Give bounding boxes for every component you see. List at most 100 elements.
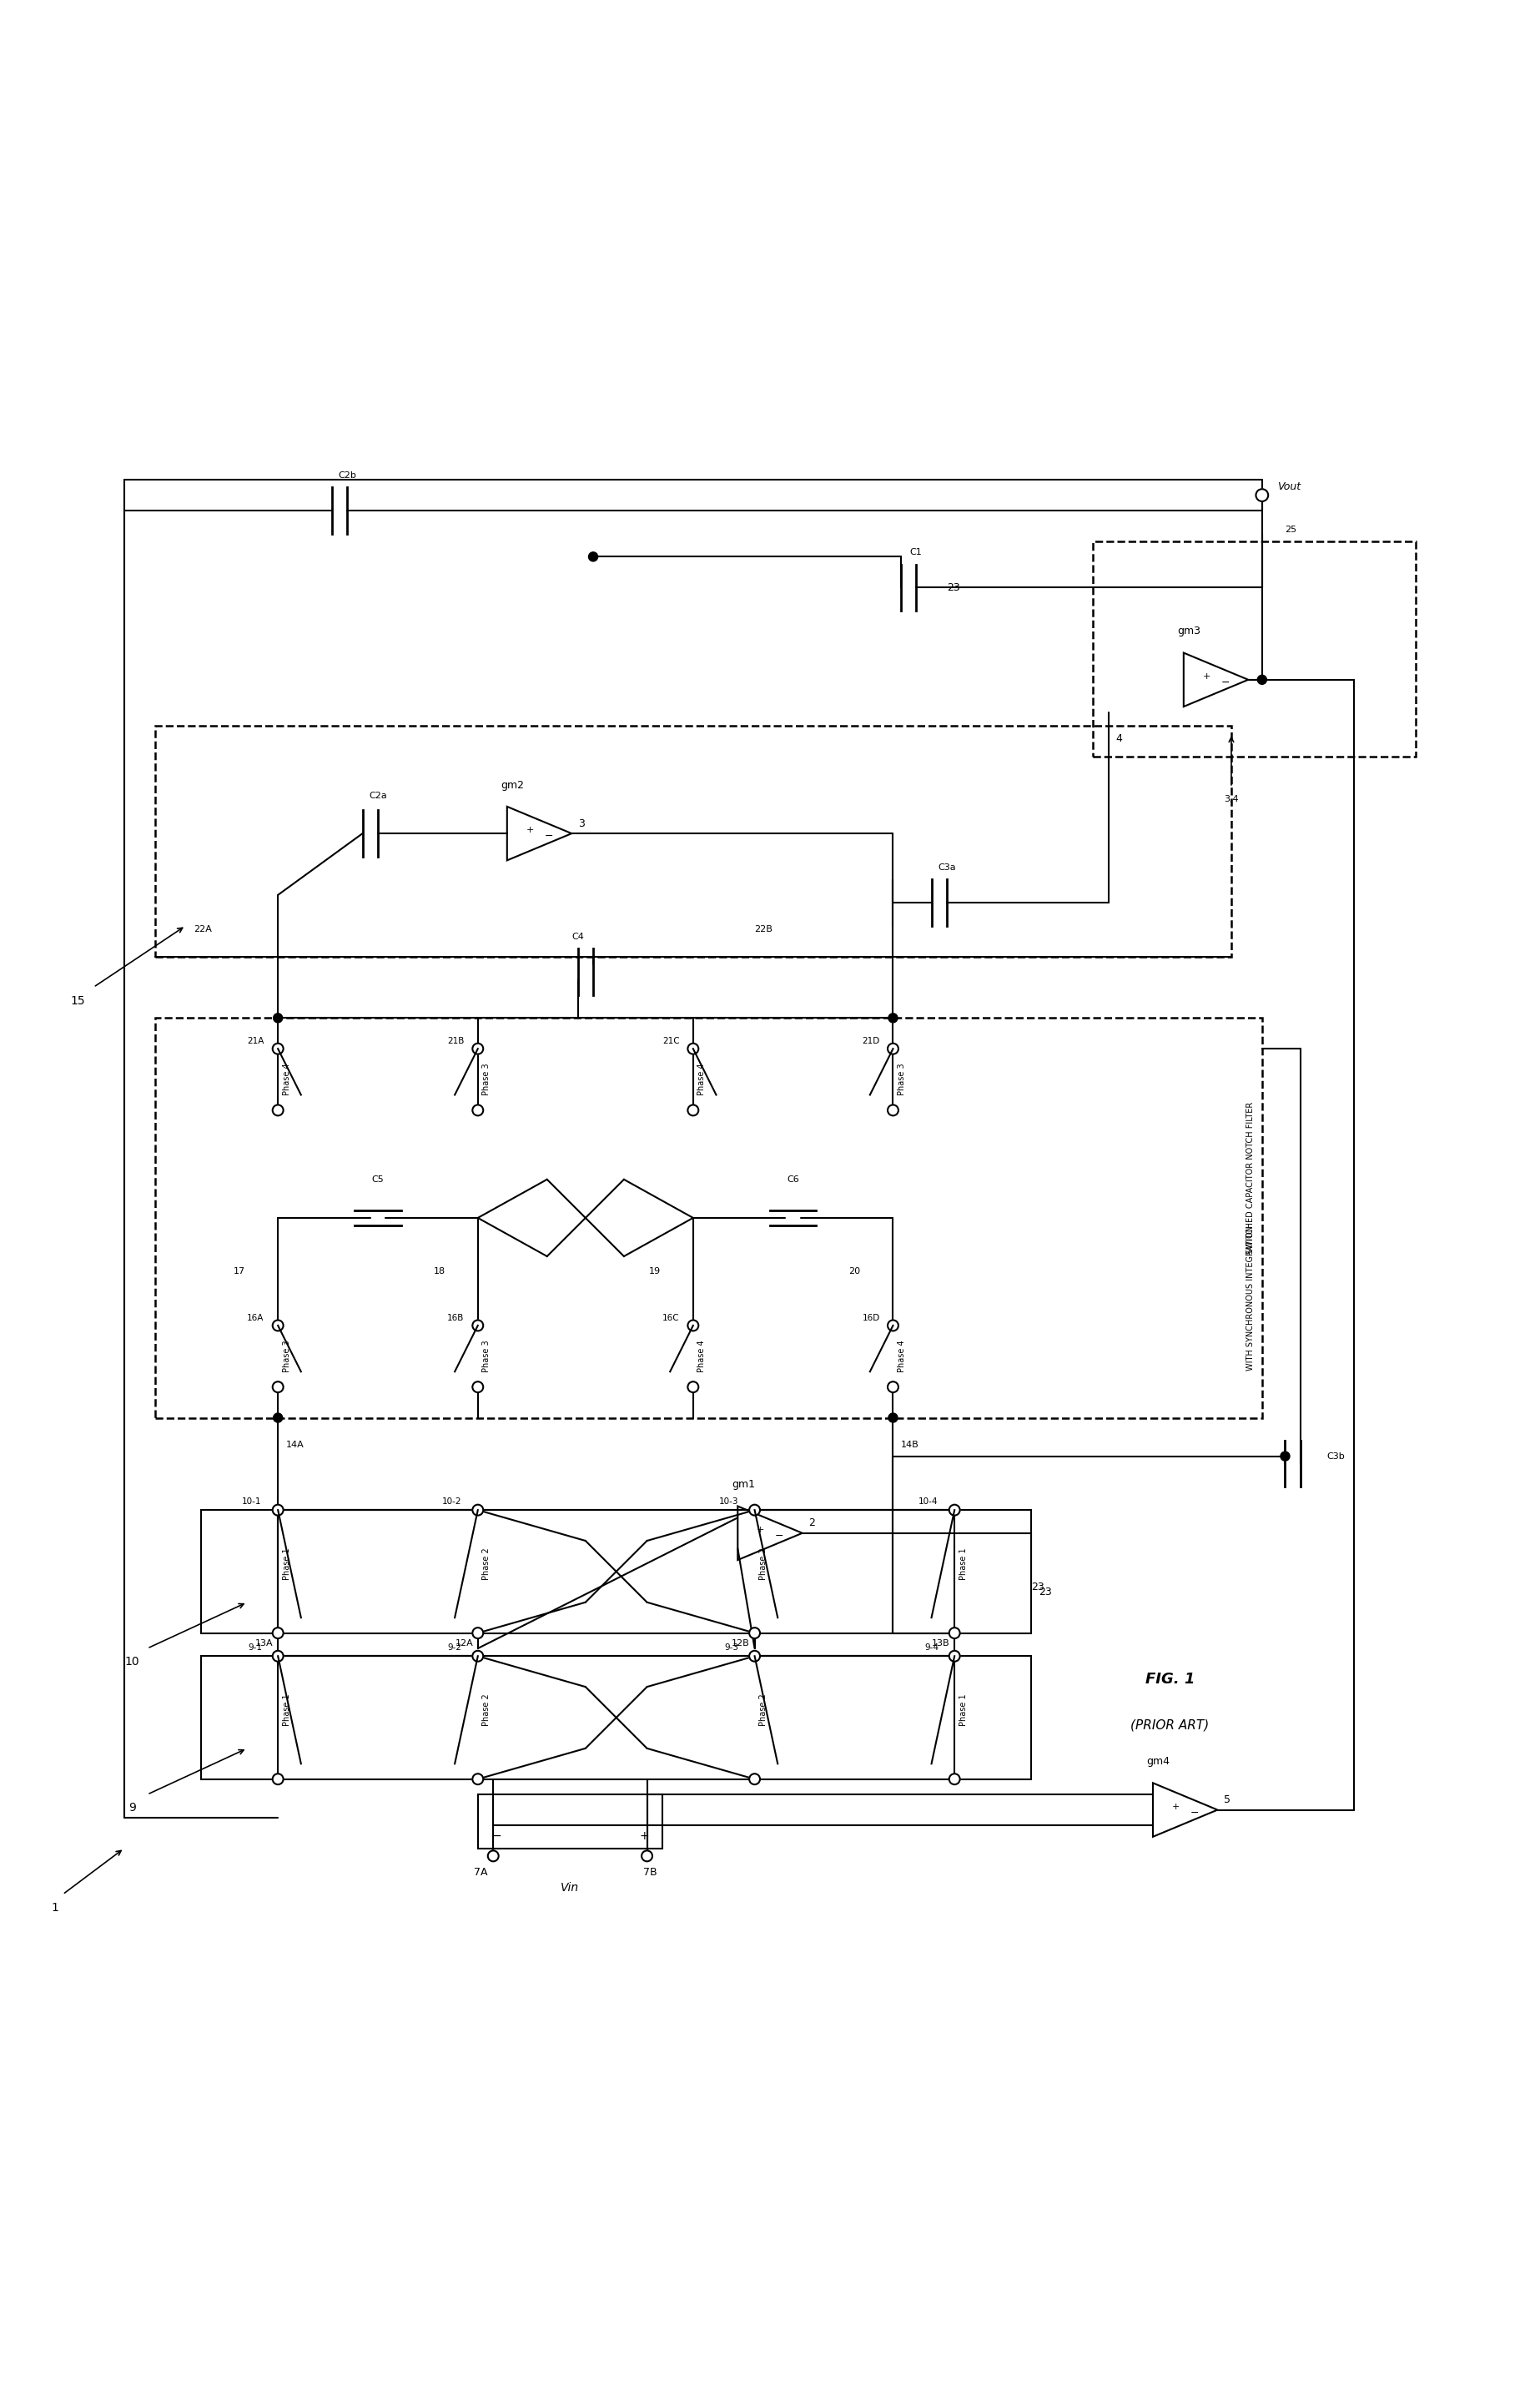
Text: +: + — [1203, 673, 1210, 681]
Circle shape — [473, 1044, 484, 1053]
Text: FIG. 1: FIG. 1 — [1146, 1671, 1195, 1686]
Circle shape — [273, 1775, 283, 1785]
Text: Phase 1: Phase 1 — [282, 1693, 291, 1727]
Text: 10-4: 10-4 — [918, 1496, 938, 1506]
Text: −: − — [491, 1830, 501, 1842]
Bar — [1093, 541, 1415, 758]
Text: gm1: gm1 — [732, 1479, 755, 1491]
Text: Phase 1: Phase 1 — [959, 1549, 967, 1580]
Circle shape — [273, 1650, 283, 1662]
Text: Phase 1: Phase 1 — [282, 1549, 291, 1580]
Circle shape — [473, 1775, 484, 1785]
Text: (PRIOR ART): (PRIOR ART) — [1130, 1720, 1209, 1732]
Text: WITH SYNCHRONOUS INTEGRATION: WITH SYNCHRONOUS INTEGRATION — [1246, 1224, 1255, 1371]
Circle shape — [750, 1775, 761, 1785]
Text: Phase 1: Phase 1 — [959, 1693, 967, 1727]
Text: Phase 3: Phase 3 — [898, 1063, 906, 1097]
Circle shape — [273, 1506, 283, 1515]
Text: 1: 1 — [51, 1902, 59, 1914]
Text: Phase 4: Phase 4 — [698, 1340, 705, 1373]
Text: 17: 17 — [234, 1267, 245, 1277]
Text: 10-1: 10-1 — [242, 1496, 262, 1506]
Text: gm2: gm2 — [501, 779, 524, 791]
Text: 16A: 16A — [248, 1313, 265, 1323]
Text: +: + — [756, 1525, 765, 1534]
Text: 12B: 12B — [732, 1640, 750, 1647]
Text: C4: C4 — [571, 933, 584, 940]
Circle shape — [473, 1506, 484, 1515]
Text: Phase 3: Phase 3 — [482, 1340, 491, 1373]
Circle shape — [273, 1380, 283, 1392]
Text: C2b: C2b — [337, 471, 356, 481]
Circle shape — [949, 1775, 959, 1785]
Text: 10-2: 10-2 — [442, 1496, 462, 1506]
Text: Phase 4: Phase 4 — [282, 1063, 291, 1097]
Text: 13A: 13A — [256, 1640, 273, 1647]
Text: Vout: Vout — [1278, 481, 1301, 493]
Circle shape — [887, 1320, 898, 1330]
Bar — [477, 1794, 662, 1849]
Text: C3b: C3b — [1326, 1453, 1344, 1460]
Circle shape — [688, 1380, 699, 1392]
Bar — [156, 726, 1232, 957]
Circle shape — [889, 1414, 898, 1421]
Circle shape — [273, 1628, 283, 1638]
Circle shape — [473, 1104, 484, 1116]
Text: 14B: 14B — [901, 1441, 919, 1450]
Text: gm4: gm4 — [1147, 1756, 1170, 1768]
Circle shape — [273, 1320, 283, 1330]
Text: 14A: 14A — [285, 1441, 303, 1450]
Circle shape — [949, 1628, 959, 1638]
Text: 23: 23 — [1040, 1587, 1052, 1597]
Circle shape — [889, 1013, 898, 1022]
Bar — [202, 1657, 1032, 1780]
Text: 13B: 13B — [932, 1640, 950, 1647]
Text: C3a: C3a — [938, 863, 956, 873]
Text: +: + — [1172, 1804, 1180, 1811]
Circle shape — [273, 1104, 283, 1116]
Text: 21A: 21A — [248, 1037, 265, 1046]
Text: Phase 4: Phase 4 — [698, 1063, 705, 1097]
Text: 3,4: 3,4 — [1224, 796, 1238, 803]
Circle shape — [488, 1849, 499, 1861]
Circle shape — [473, 1320, 484, 1330]
Circle shape — [887, 1044, 898, 1053]
Text: 7A: 7A — [474, 1866, 488, 1878]
Circle shape — [273, 1013, 282, 1022]
Text: 22B: 22B — [755, 926, 773, 933]
Circle shape — [688, 1104, 699, 1116]
Text: 7B: 7B — [644, 1866, 658, 1878]
Text: 9-4: 9-4 — [924, 1643, 938, 1652]
Text: 23: 23 — [947, 582, 959, 594]
Text: 4: 4 — [1116, 734, 1123, 743]
Text: 9-3: 9-3 — [724, 1643, 739, 1652]
Text: +: + — [527, 827, 534, 835]
Text: 10-3: 10-3 — [719, 1496, 738, 1506]
Text: Phase 3: Phase 3 — [482, 1063, 491, 1097]
Circle shape — [473, 1628, 484, 1638]
Text: 9-2: 9-2 — [448, 1643, 462, 1652]
Bar — [202, 1510, 1032, 1633]
Circle shape — [273, 1414, 282, 1421]
Text: C6: C6 — [787, 1176, 799, 1183]
Text: 5: 5 — [1224, 1794, 1230, 1806]
Text: −: − — [775, 1530, 784, 1542]
Text: Vin: Vin — [561, 1883, 579, 1893]
Text: 23: 23 — [1032, 1582, 1044, 1592]
Circle shape — [1281, 1453, 1289, 1460]
Circle shape — [688, 1320, 699, 1330]
Text: Phase 3: Phase 3 — [282, 1340, 291, 1373]
Circle shape — [642, 1849, 653, 1861]
Text: Phase 2: Phase 2 — [759, 1549, 767, 1580]
Text: 25: 25 — [1284, 527, 1297, 534]
Circle shape — [1258, 676, 1267, 685]
Circle shape — [750, 1628, 761, 1638]
Text: 10: 10 — [125, 1657, 139, 1667]
Circle shape — [887, 1380, 898, 1392]
Text: 9-1: 9-1 — [248, 1643, 262, 1652]
Text: C1: C1 — [910, 548, 922, 556]
Text: 20: 20 — [849, 1267, 861, 1277]
Text: 19: 19 — [648, 1267, 661, 1277]
Text: gm3: gm3 — [1178, 625, 1201, 637]
Text: Phase 2: Phase 2 — [759, 1693, 767, 1727]
